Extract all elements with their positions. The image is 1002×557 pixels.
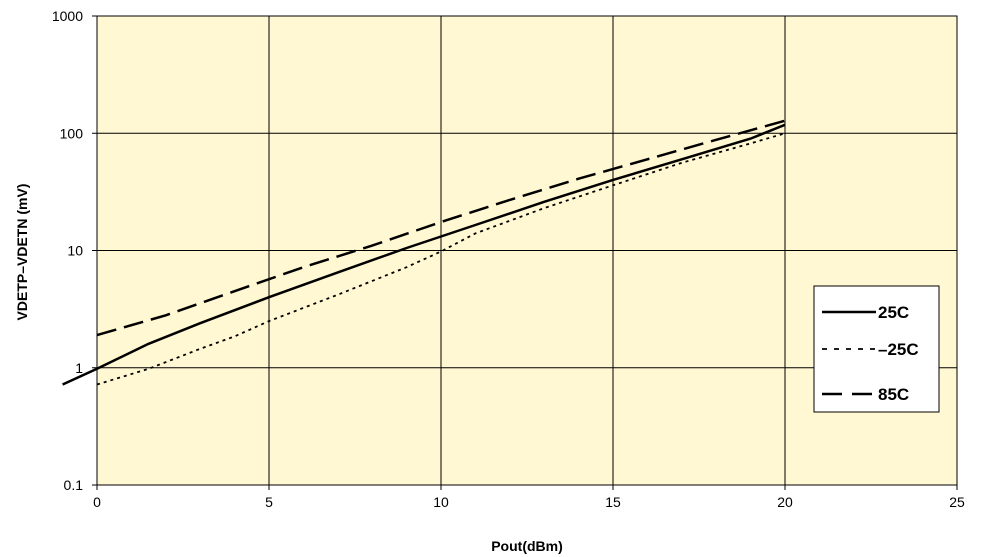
series-line-25C: [62, 123, 786, 386]
legend-label: –25C: [878, 340, 919, 359]
series-line-25C: [96, 132, 786, 386]
x-tick-label: 5: [265, 494, 273, 510]
x-tick-label: 25: [949, 494, 965, 510]
y-tick-label: 1000: [52, 8, 83, 24]
y-tick-label: 100: [60, 125, 84, 141]
legend-label: 85C: [878, 385, 909, 404]
x-axis-label: Pout(dBm): [491, 538, 563, 554]
y-axis-label: VDETP–VDETN (mV): [14, 184, 30, 321]
y-tick-label: 10: [67, 243, 83, 259]
series-line-85C: [96, 119, 786, 337]
legend-label: 25C: [878, 303, 909, 322]
x-tick-label: 10: [433, 494, 449, 510]
x-tick-label: 0: [93, 494, 101, 510]
series-layer: [62, 119, 786, 386]
ticks: 0 5 10 15 20 25 0.1 1 10 100 1000: [52, 8, 965, 510]
x-tick-label: 20: [777, 494, 793, 510]
y-tick-label: 1: [75, 360, 83, 376]
x-tick-label: 15: [605, 494, 621, 510]
y-tick-label: 0.1: [64, 477, 84, 493]
grid: [97, 16, 957, 485]
legend: 25C –25C 85C: [813, 285, 940, 413]
